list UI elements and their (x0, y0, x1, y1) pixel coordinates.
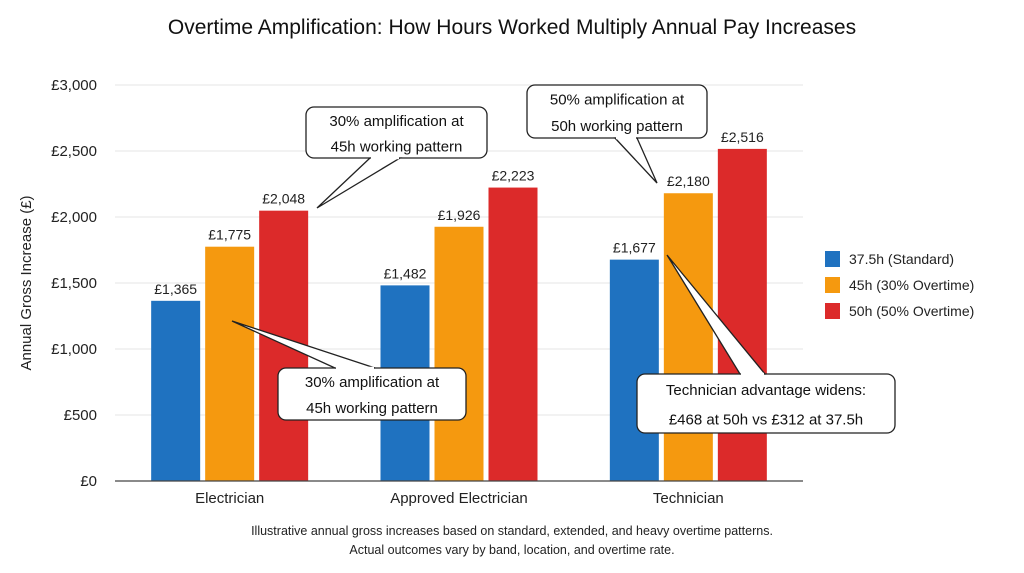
legend-swatch (825, 251, 840, 267)
callout-pointer (613, 137, 658, 184)
callout-text-line: 50h working pattern (551, 118, 683, 135)
bar (488, 187, 538, 481)
callout-text-line: 45h working pattern (306, 400, 438, 417)
callout-text-line: 50% amplification at (550, 91, 685, 108)
footnote-line-2: Actual outcomes vary by band, location, … (349, 543, 674, 557)
bar-value-label: £2,516 (721, 129, 764, 145)
legend-label: 45h (30% Overtime) (849, 277, 974, 293)
y-tick-label: £1,500 (51, 275, 97, 292)
callout: 30% amplification at 45h working pattern (305, 106, 488, 209)
callout-text-line: £468 at 50h vs £312 at 37.5h (669, 411, 863, 428)
bar-value-label: £1,365 (154, 281, 197, 297)
y-tick-label: £500 (64, 407, 97, 424)
y-tick-label: £1,000 (51, 341, 97, 358)
bar-value-label: £2,223 (492, 168, 535, 184)
callout-text-line: 30% amplification at (329, 113, 464, 130)
footnote-line-1: Illustrative annual gross increases base… (251, 524, 773, 538)
y-axis-ticks: £0 £500 £1,000 £1,500 £2,000 £2,500 £3,000 (51, 77, 97, 490)
x-axis-categories: Electrician Approved Electrician Technicia… (195, 490, 724, 507)
legend-label: 50h (50% Overtime) (849, 303, 974, 319)
bar (609, 259, 659, 481)
legend-swatch (825, 303, 840, 319)
x-category-label: Approved Electrician (390, 490, 528, 507)
bar-value-label: £1,677 (613, 240, 656, 256)
callout-text-line: Technician advantage widens: (666, 382, 866, 399)
bar-value-label: £2,180 (667, 173, 710, 189)
bar (205, 246, 255, 481)
callout-box (636, 373, 896, 434)
callout: Technician advantage widens: £468 at 50h … (636, 254, 896, 434)
callout-text-line: 45h working pattern (331, 138, 463, 155)
y-tick-label: £0 (80, 473, 97, 490)
bar (434, 226, 484, 481)
x-category-label: Technician (653, 490, 724, 507)
chart-title: Overtime Amplification: How Hours Worked… (168, 16, 856, 39)
legend-swatch (825, 277, 840, 293)
y-tick-label: £2,000 (51, 209, 97, 226)
bar-value-label: £2,048 (262, 191, 305, 207)
callout-pointer (316, 157, 403, 209)
x-category-label: Electrician (195, 490, 264, 507)
bars: £1,365 £1,775 £2,048 £1,482 £1,926 £2,223 £1,6… (151, 129, 767, 482)
bar-value-label: £1,926 (438, 207, 481, 223)
bar-value-label: £1,482 (384, 265, 427, 281)
bar (663, 193, 713, 482)
callout: 50% amplification at 50h working pattern (526, 84, 708, 184)
bar (151, 300, 201, 481)
legend-label: 37.5h (Standard) (849, 251, 954, 267)
callout: 30% amplification at 45h working pattern (231, 320, 467, 421)
y-tick-label: £3,000 (51, 77, 97, 94)
y-axis-label: Annual Gross Increase (£) (18, 195, 35, 370)
bar-value-label: £1,775 (208, 227, 251, 243)
callout-text-line: 30% amplification at (305, 374, 440, 391)
legend: 37.5h (Standard) 45h (30% Overtime) 50h (5… (825, 251, 974, 319)
y-tick-label: £2,500 (51, 143, 97, 160)
